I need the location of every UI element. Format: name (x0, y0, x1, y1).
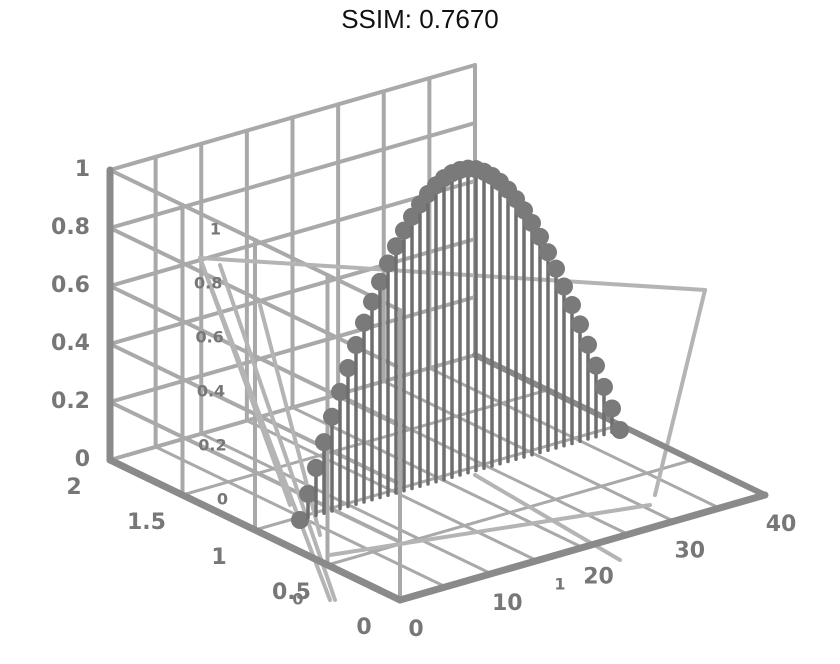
inner-frame-line (328, 503, 652, 557)
x-tick-label: 10 (492, 591, 523, 616)
y-tick-label: 0.5 (272, 580, 311, 605)
stem-marker (603, 399, 621, 418)
stem-marker (563, 296, 581, 315)
stem-marker (387, 237, 405, 256)
stem-layer (291, 159, 629, 529)
stem-marker (307, 458, 325, 477)
stem-marker (555, 277, 573, 296)
grid-line-back-z (108, 121, 477, 230)
z-tick-label: 0.4 (51, 331, 90, 356)
stem-marker (339, 359, 357, 378)
grid-line-floor-y (108, 353, 477, 462)
z-tick-label: 1 (75, 157, 90, 182)
inner-frame-line (653, 288, 707, 497)
z-tick-label: 0.8 (51, 215, 90, 240)
stem-marker (291, 511, 309, 529)
y-axis-line (106, 456, 404, 604)
grid-line-side-z (108, 284, 402, 428)
grid-line-back-z (108, 295, 477, 404)
stem-marker (395, 221, 413, 240)
x-axis-line (396, 491, 769, 604)
stem-marker (539, 243, 557, 262)
grid-line-side-z (108, 168, 402, 312)
grid-line-side-z (108, 400, 402, 544)
stem-marker (299, 484, 317, 503)
inner-tick-label: 0.8 (194, 274, 222, 293)
stem-marker (579, 335, 597, 354)
stem-marker (347, 336, 365, 355)
inner-tick-label: 0 (217, 490, 228, 509)
y-tick-label: 1.5 (127, 510, 166, 535)
inner-x-tick-label: 1 (554, 575, 565, 594)
stem-marker (547, 259, 565, 278)
inner-frame-line (198, 256, 332, 602)
stem-marker (595, 377, 613, 396)
inner-tick-label: 0.6 (195, 328, 223, 347)
y-tick-label: 1 (211, 545, 226, 570)
z-tick-label: 0.6 (51, 273, 90, 298)
stem-marker (571, 315, 589, 334)
stem-marker (587, 356, 605, 375)
inner-tick-label: 0.2 (198, 436, 226, 455)
grid-line-back-z (108, 63, 477, 172)
y-tick-label: 2 (66, 475, 81, 500)
grid-line-back-z (108, 237, 477, 346)
stem-marker (363, 292, 381, 311)
stem-marker (611, 421, 629, 439)
stem-marker (371, 272, 389, 291)
inner-tick-label: 1 (210, 220, 221, 239)
chart-title: SSIM: 0.7670 (341, 4, 499, 34)
z-tick-label: 0 (75, 447, 90, 472)
x-tick-label: 20 (583, 565, 614, 590)
stem-marker (531, 227, 549, 246)
inner-frame-line (218, 263, 337, 602)
inner-origin-tick-label: 0 (292, 590, 303, 609)
x-tick-label: 0 (408, 617, 423, 642)
stem-marker (315, 433, 333, 452)
stem-marker (523, 213, 541, 232)
stem-marker (331, 382, 349, 401)
tick-label-layer: 00.20.40.60.8100.511.5201020304000.20.40… (51, 157, 796, 642)
stem-marker (355, 313, 373, 332)
stem-marker (323, 407, 341, 426)
inner-tick-label: 0.4 (197, 382, 225, 401)
y-tick-label: 0 (356, 615, 371, 640)
x-tick-label: 30 (674, 538, 705, 563)
stem-marker (379, 254, 397, 273)
x-tick-label: 40 (766, 512, 797, 537)
z-tick-label: 0.2 (51, 389, 90, 414)
